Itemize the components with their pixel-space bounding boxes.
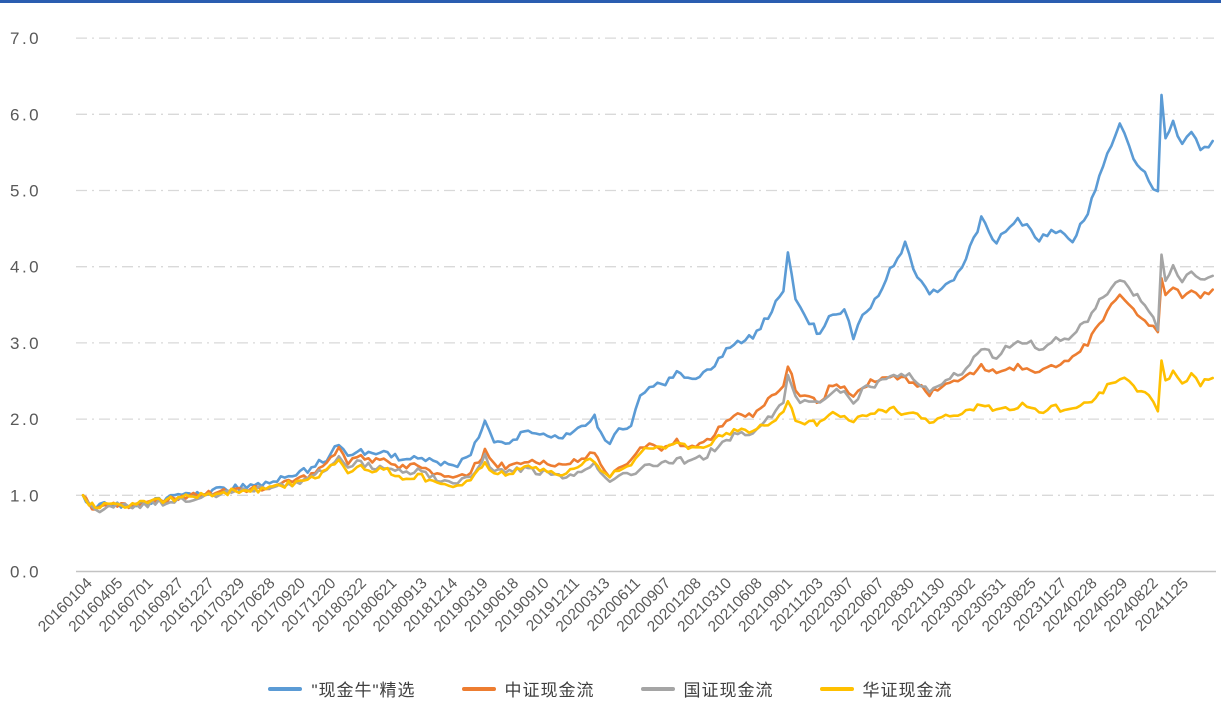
y-tick-label: 6.0 — [10, 105, 41, 124]
legend-swatch-yellow — [819, 686, 854, 691]
series-line-0 — [81, 93, 1214, 511]
legend-swatch-gray — [640, 686, 675, 691]
legend-label: 中证现金流 — [504, 681, 595, 700]
legend-item-guozheng: 国证现金流 — [640, 676, 774, 701]
y-tick-label: 0.0 — [10, 563, 41, 582]
y-tick-label: 2.0 — [10, 410, 41, 429]
legend-item-huazheng: 华证现金流 — [819, 676, 953, 701]
chart-canvas: 0.01.02.03.04.05.06.07.02016010420160405… — [10, 29, 1216, 636]
legend-label: 华证现金流 — [862, 681, 953, 700]
y-tick-label: 3.0 — [10, 334, 41, 353]
series-line-1 — [81, 276, 1214, 511]
series-line-3 — [81, 359, 1214, 510]
y-tick-label: 5.0 — [10, 182, 41, 201]
legend-item-zhongzheng: 中证现金流 — [461, 676, 595, 701]
y-tick-label: 1.0 — [10, 486, 41, 505]
y-tick-label: 4.0 — [10, 258, 41, 277]
legend-swatch-orange — [461, 686, 496, 691]
legend-item-xianjinniu: "现金牛"精选 — [268, 676, 415, 701]
legend-label: "现金牛"精选 — [311, 681, 416, 700]
chart-legend: "现金牛"精选 中证现金流 国证现金流 华证现金流 — [0, 676, 1221, 701]
legend-label: 国证现金流 — [683, 681, 774, 700]
legend-swatch-blue — [268, 686, 303, 691]
top-border-rule — [0, 0, 1221, 3]
series-line-2 — [81, 253, 1214, 514]
y-tick-label: 7.0 — [10, 29, 41, 48]
